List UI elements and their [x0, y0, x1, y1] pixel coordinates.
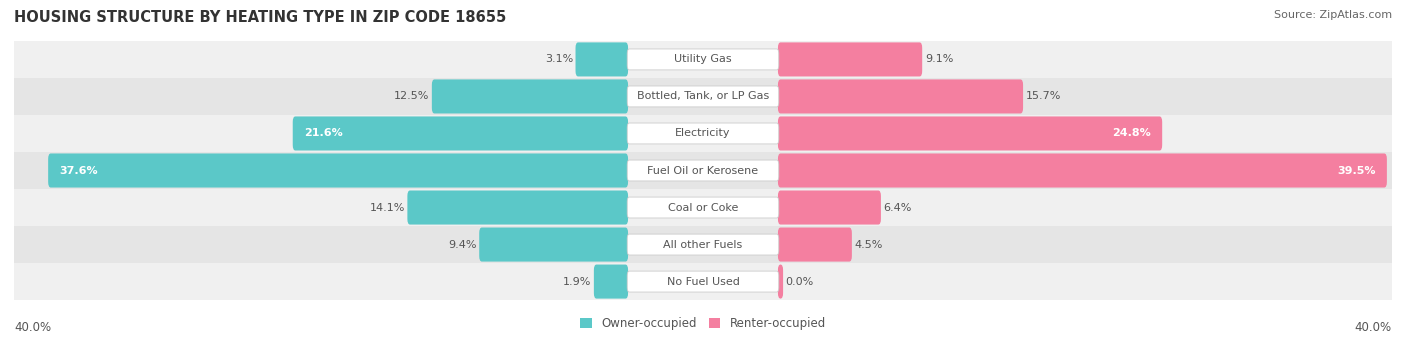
Bar [14, 152, 1392, 189]
Text: Coal or Coke: Coal or Coke [668, 203, 738, 212]
Text: 40.0%: 40.0% [14, 321, 51, 334]
FancyBboxPatch shape [627, 123, 779, 144]
Bar [14, 189, 1392, 226]
FancyBboxPatch shape [627, 271, 779, 292]
FancyBboxPatch shape [627, 160, 779, 181]
Text: 4.5%: 4.5% [855, 239, 883, 250]
FancyBboxPatch shape [627, 197, 779, 218]
FancyBboxPatch shape [778, 116, 1163, 150]
Text: Source: ZipAtlas.com: Source: ZipAtlas.com [1274, 10, 1392, 20]
Bar [14, 78, 1392, 115]
Text: Electricity: Electricity [675, 129, 731, 138]
FancyBboxPatch shape [432, 79, 628, 114]
Text: 0.0%: 0.0% [786, 277, 814, 286]
Text: HOUSING STRUCTURE BY HEATING TYPE IN ZIP CODE 18655: HOUSING STRUCTURE BY HEATING TYPE IN ZIP… [14, 10, 506, 25]
Text: 9.1%: 9.1% [925, 55, 953, 64]
Text: 24.8%: 24.8% [1112, 129, 1152, 138]
FancyBboxPatch shape [627, 86, 779, 107]
Text: Fuel Oil or Kerosene: Fuel Oil or Kerosene [647, 165, 759, 176]
Text: 3.1%: 3.1% [544, 55, 572, 64]
FancyBboxPatch shape [778, 42, 922, 76]
Text: 1.9%: 1.9% [562, 277, 592, 286]
FancyBboxPatch shape [778, 265, 783, 299]
FancyBboxPatch shape [778, 79, 1024, 114]
FancyBboxPatch shape [479, 227, 628, 262]
FancyBboxPatch shape [778, 153, 1386, 188]
FancyBboxPatch shape [575, 42, 628, 76]
Text: 9.4%: 9.4% [449, 239, 477, 250]
Text: 15.7%: 15.7% [1025, 91, 1062, 102]
Bar [14, 263, 1392, 300]
FancyBboxPatch shape [292, 116, 628, 150]
FancyBboxPatch shape [593, 265, 628, 299]
Text: Utility Gas: Utility Gas [675, 55, 731, 64]
Text: 37.6%: 37.6% [59, 165, 98, 176]
Text: Bottled, Tank, or LP Gas: Bottled, Tank, or LP Gas [637, 91, 769, 102]
Text: All other Fuels: All other Fuels [664, 239, 742, 250]
Text: 6.4%: 6.4% [883, 203, 912, 212]
Bar [14, 41, 1392, 78]
FancyBboxPatch shape [48, 153, 628, 188]
Text: 14.1%: 14.1% [370, 203, 405, 212]
Legend: Owner-occupied, Renter-occupied: Owner-occupied, Renter-occupied [575, 313, 831, 335]
Text: 21.6%: 21.6% [304, 129, 343, 138]
Text: 39.5%: 39.5% [1337, 165, 1375, 176]
FancyBboxPatch shape [627, 49, 779, 70]
FancyBboxPatch shape [627, 234, 779, 255]
FancyBboxPatch shape [408, 191, 628, 225]
Text: 40.0%: 40.0% [1355, 321, 1392, 334]
FancyBboxPatch shape [778, 227, 852, 262]
Text: 12.5%: 12.5% [394, 91, 429, 102]
Bar [14, 226, 1392, 263]
FancyBboxPatch shape [778, 191, 882, 225]
Bar [14, 115, 1392, 152]
Text: No Fuel Used: No Fuel Used [666, 277, 740, 286]
